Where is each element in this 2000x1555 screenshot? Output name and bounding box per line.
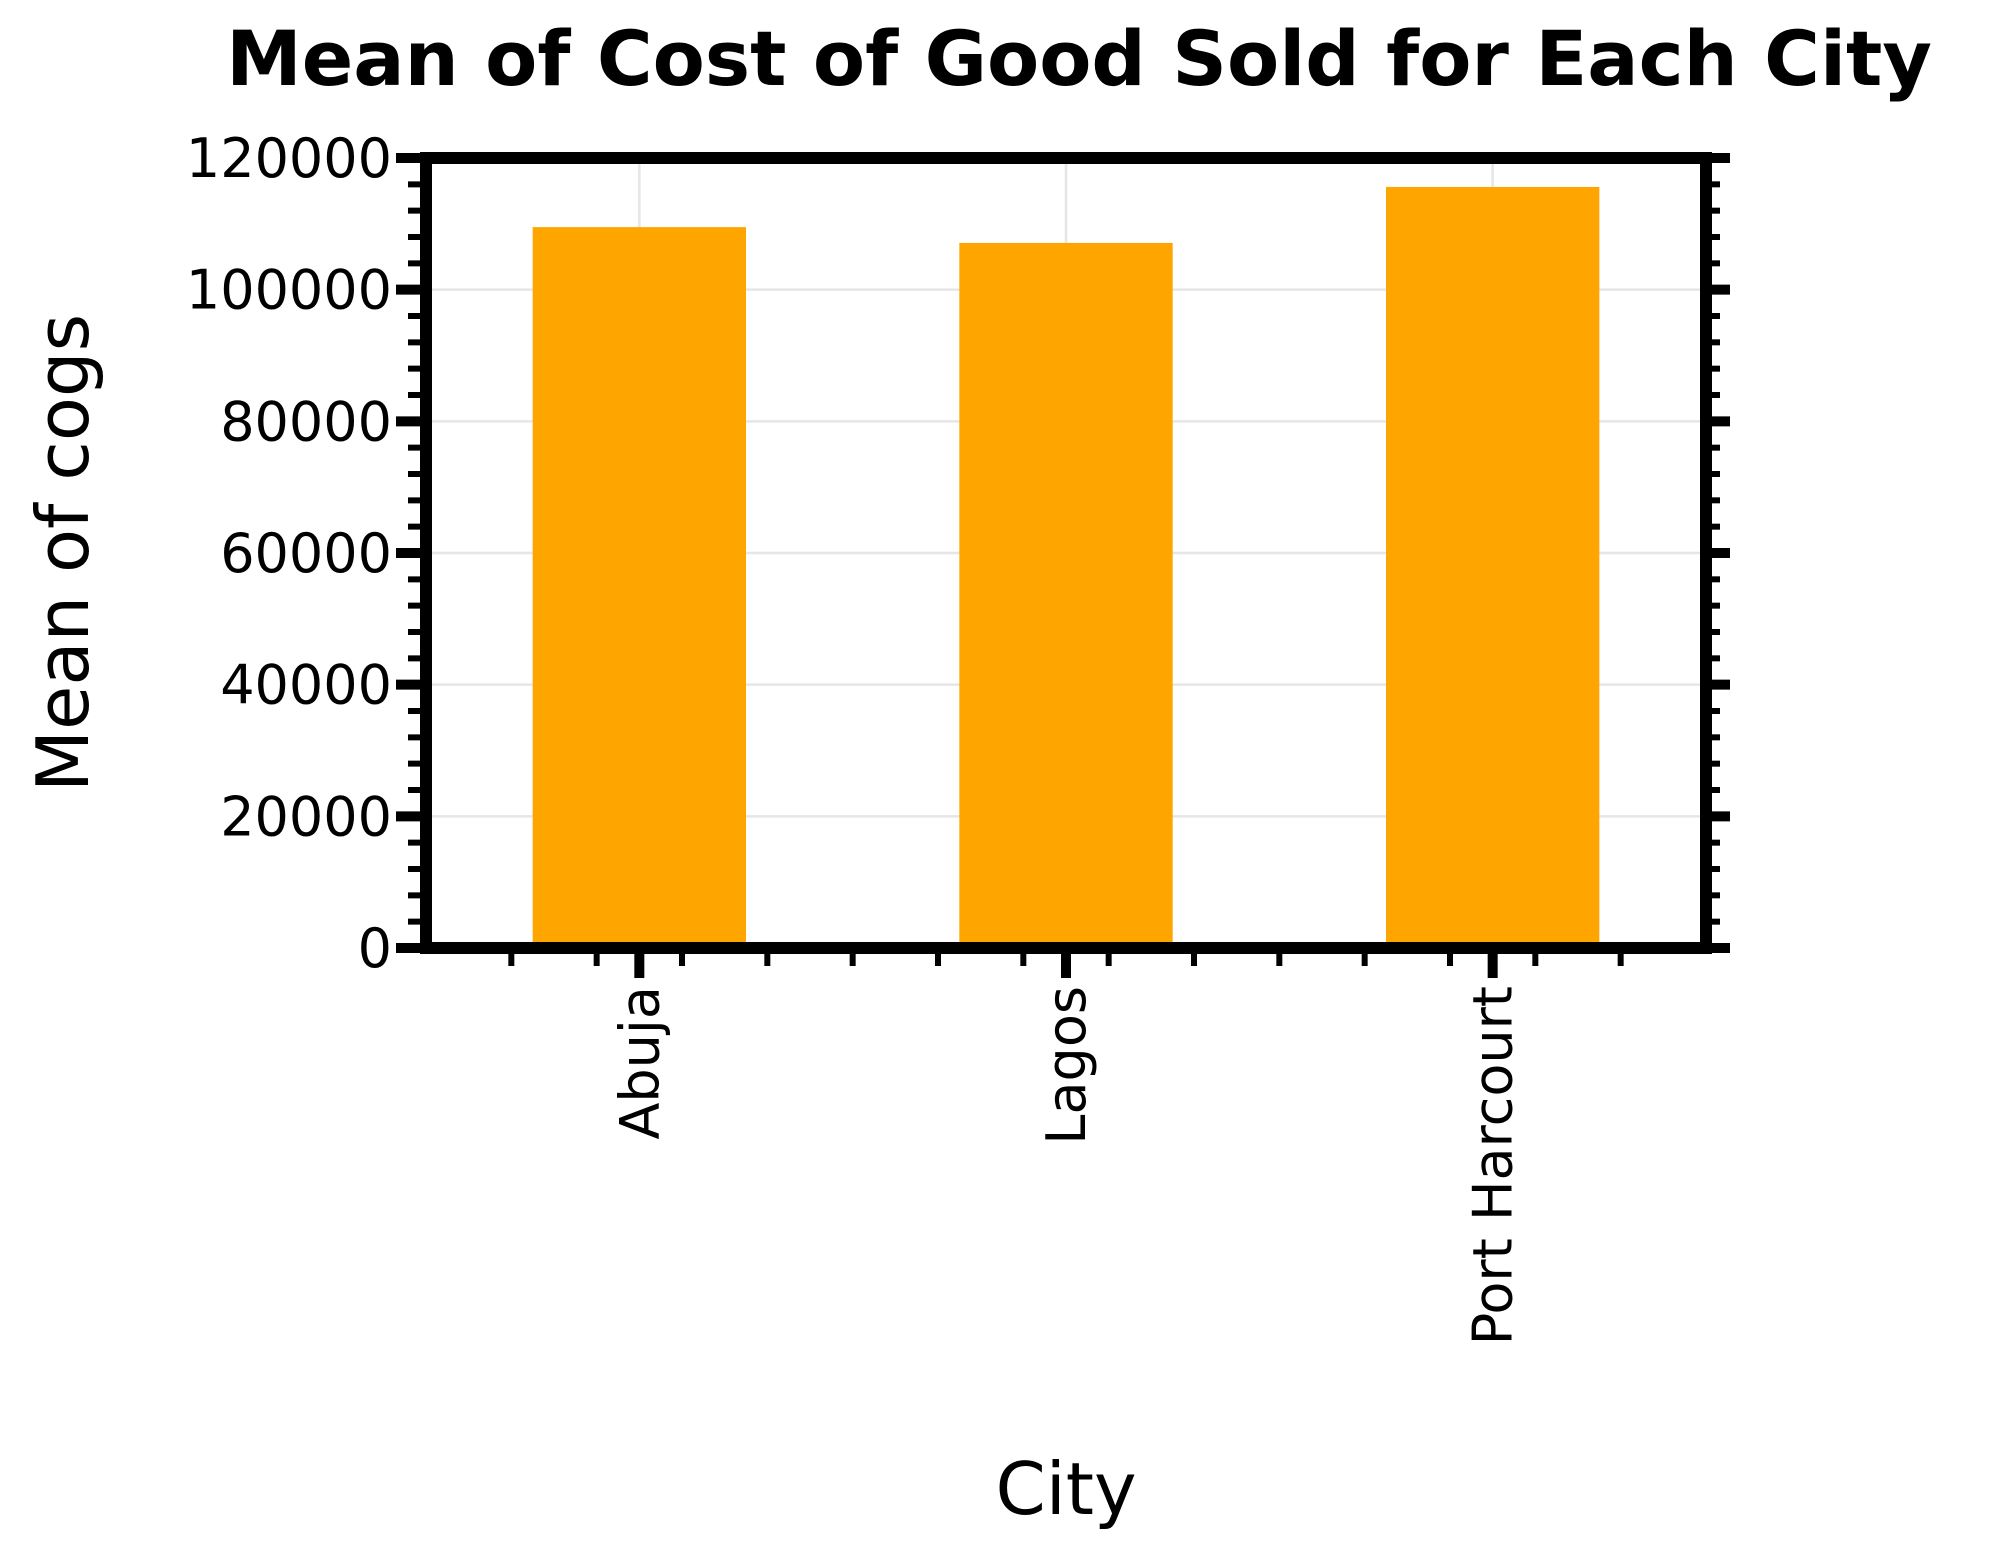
x-tick-label: Abuja	[608, 986, 671, 1140]
bar-abuja	[533, 227, 746, 948]
y-tick-label: 60000	[220, 522, 392, 585]
x-tick-labels: Abuja Lagos Port Harcourt	[608, 986, 1524, 1345]
x-tick-label: Lagos	[1035, 986, 1098, 1145]
y-tick-label: 20000	[220, 785, 392, 848]
y-tick-label: 40000	[220, 654, 392, 717]
x-axis-label: City	[995, 1447, 1136, 1531]
bar-lagos	[959, 243, 1172, 948]
chart-title: Mean of Cost of Good Sold for Each City	[226, 14, 1932, 103]
y-tick-label: 120000	[186, 127, 392, 190]
y-tick-label: 80000	[220, 390, 392, 453]
bar-port-harcourt	[1386, 187, 1599, 948]
bars-layer	[533, 187, 1600, 948]
x-tick-label: Port Harcourt	[1462, 986, 1525, 1345]
y-tick-label: 100000	[186, 259, 392, 322]
y-tick-label: 0	[358, 917, 392, 980]
y-tick-labels: 0 20000 40000 60000 80000 100000 120000	[186, 127, 392, 980]
y-axis-label: Mean of cogs	[21, 314, 105, 792]
